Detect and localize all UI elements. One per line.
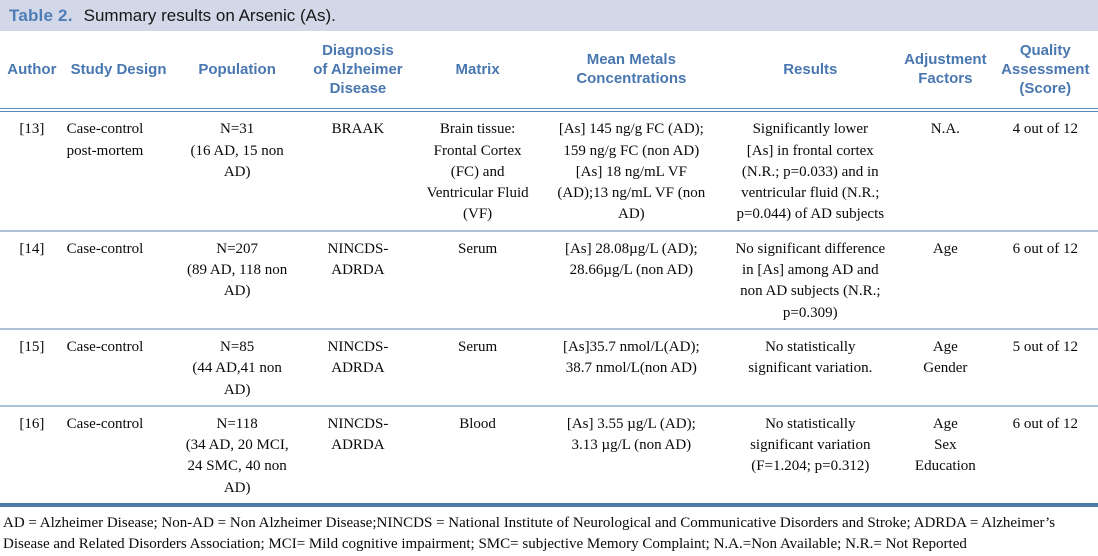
col-header-population: Population [198, 60, 276, 78]
cell-matrix: Serum [458, 240, 498, 257]
cell-study-design: Case-control [66, 338, 144, 355]
col-header-adjustment: Adjustment Factors [904, 51, 987, 88]
cell-author: [15] [19, 338, 45, 355]
cell-study-design: Case-control [66, 240, 144, 257]
col-header-author: Author [7, 60, 57, 78]
cell-adjustment: Age Gender [923, 338, 968, 377]
cell-diagnosis: NINCDS- ADRDA [327, 415, 389, 454]
cell-adjustment: Age Sex Education [914, 415, 976, 475]
cell-author: [13] [19, 121, 45, 138]
col-header-concentrations: Mean Metals Concentrations [576, 51, 687, 88]
table-row: [14] Case-control N=207 (89 AD, 118 non … [0, 231, 1098, 329]
cell-adjustment: N.A. [930, 121, 960, 138]
cell-quality: 6 out of 12 [1012, 415, 1078, 432]
cell-concentrations: [As] 28.08µg/L (AD); 28.66µg/L (non AD) [564, 240, 698, 279]
table-row: [15] Case-control N=85 (44 AD,41 non AD)… [0, 329, 1098, 406]
cell-author: [16] [19, 415, 45, 432]
table-footnote: AD = Alzheimer Disease; Non-AD = Non Alz… [3, 515, 1056, 553]
summary-table: Author Study Design Population Diagnosis… [0, 38, 1098, 507]
cell-adjustment: Age [932, 240, 958, 257]
cell-population: N=85 (44 AD,41 non AD) [192, 338, 282, 398]
header-row: Author Study Design Population Diagnosis… [0, 38, 1098, 111]
cell-study-design: Case-control post-mortem [66, 121, 144, 159]
cell-results: No statistically significant variation. [748, 338, 873, 377]
cell-concentrations: [As] 145 ng/g FC (AD); 159 ng/g FC (non … [557, 121, 706, 223]
col-header-quality: Quality Assessment (Score) [1001, 42, 1090, 97]
table-row: [13] Case-control post-mortem N=31 (16 A… [0, 110, 1098, 231]
cell-results: No statistically significant variation (… [750, 415, 871, 475]
cell-diagnosis: BRAAK [331, 121, 385, 138]
cell-results: No significant difference in [As] among … [735, 240, 886, 321]
col-header-diagnosis: Diagnosis of Alzheimer Disease [313, 42, 403, 97]
cell-matrix: Blood [459, 415, 496, 432]
cell-results: Significantly lower [As] in frontal cort… [736, 121, 885, 223]
cell-population: N=31 (16 AD, 15 non AD) [190, 121, 284, 180]
cell-quality: 4 out of 12 [1012, 121, 1078, 138]
col-header-results: Results [783, 60, 838, 78]
cell-author: [14] [19, 240, 45, 257]
cell-population: N=118 (34 AD, 20 MCI, 24 SMC, 40 non AD) [185, 415, 289, 496]
col-header-study-design: Study Design [70, 60, 167, 78]
cell-quality: 6 out of 12 [1012, 240, 1078, 257]
col-header-matrix: Matrix [455, 60, 500, 78]
cell-matrix: Serum [458, 338, 498, 355]
cell-concentrations: [As]35.7 nmol/L(AD); 38.7 nmol/L(non AD) [562, 338, 700, 377]
table-caption-bar: Table 2. Summary results on Arsenic (As)… [0, 0, 1098, 31]
table-caption-text: Summary results on Arsenic (As). [83, 5, 336, 25]
table-number-label: Table 2. [9, 5, 73, 25]
cell-diagnosis: NINCDS- ADRDA [327, 338, 389, 377]
cell-population: N=207 (89 AD, 118 non AD) [187, 240, 288, 300]
cell-quality: 5 out of 12 [1012, 338, 1078, 355]
cell-study-design: Case-control [66, 415, 144, 432]
cell-matrix: Brain tissue: Frontal Cortex (FC) and Ve… [426, 121, 529, 223]
cell-concentrations: [As] 3.55 µg/L (AD); 3.13 µg/L (non AD) [566, 415, 696, 454]
table-row: [16] Case-control N=118 (34 AD, 20 MCI, … [0, 406, 1098, 505]
cell-diagnosis: NINCDS- ADRDA [327, 240, 389, 279]
